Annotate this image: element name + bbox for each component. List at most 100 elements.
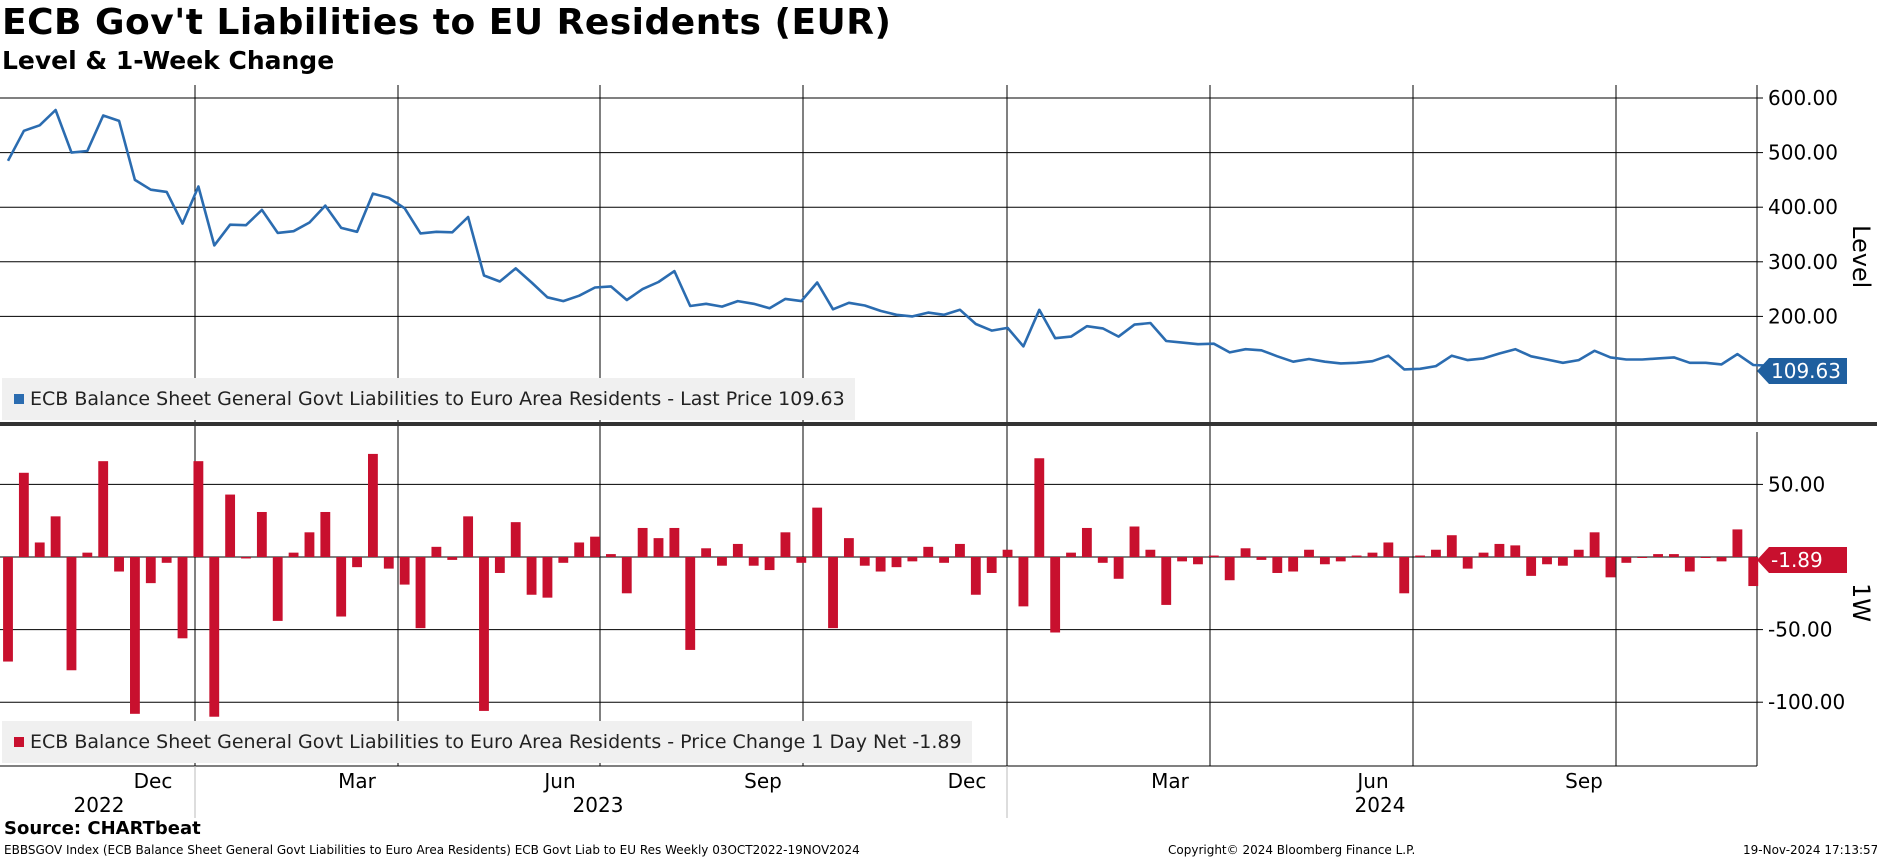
change-bar: [368, 453, 378, 557]
change-bar: [510, 522, 521, 557]
change-bar: [542, 557, 553, 598]
change-bar: [1510, 545, 1521, 557]
change-bar: [241, 557, 251, 559]
change-bar: [1494, 543, 1505, 557]
change-bar: [1177, 557, 1188, 562]
level-line: [6, 108, 1770, 371]
change-bar: [1097, 557, 1108, 563]
change-bar: [1621, 557, 1632, 563]
change-bar: [288, 552, 299, 557]
change-bar: [923, 546, 934, 557]
level-tick-label: 500.00: [1768, 141, 1838, 165]
change-last-value-bg: [1757, 547, 1847, 573]
change-bar: [494, 557, 505, 573]
change-bar: [1700, 557, 1711, 558]
change-bar: [590, 536, 600, 557]
change-bar: [828, 557, 838, 629]
change-bar: [479, 557, 489, 711]
legend-change-swatch: [14, 737, 24, 747]
change-bar: [1304, 549, 1314, 557]
change-bar: [1732, 529, 1743, 557]
change-bar: [685, 557, 696, 650]
change-bar: [209, 557, 220, 717]
change-bar: [891, 557, 902, 568]
change-bar: [447, 557, 458, 560]
change-bar: [1240, 548, 1251, 557]
x-year-label: 2023: [573, 793, 624, 817]
change-bar: [1319, 557, 1330, 565]
change-bar: [939, 557, 950, 563]
x-month-label: Jun: [542, 769, 575, 793]
change-bar: [352, 557, 362, 568]
change-bar: [653, 538, 664, 557]
change-bar: [621, 557, 632, 594]
change-bar: [98, 461, 109, 557]
change-bar: [955, 543, 965, 557]
change-bar: [1669, 554, 1679, 557]
change-bar: [1446, 535, 1457, 557]
index-info: EBBSGOV Index (ECB Balance Sheet General…: [4, 843, 860, 857]
x-month-label: Sep: [744, 769, 782, 793]
change-bar: [1335, 557, 1346, 562]
timestamp: 19-Nov-2024 17:13:57: [1743, 843, 1877, 857]
change-bar: [463, 516, 474, 557]
level-last-value-bg: [1757, 358, 1847, 384]
source-note: Source: CHARTbeat: [4, 818, 201, 839]
level-tick-label: 200.00: [1768, 304, 1838, 328]
level-tick-label: 400.00: [1768, 195, 1838, 219]
change-bar: [986, 557, 997, 573]
change-bar: [637, 527, 648, 557]
change-bar: [875, 557, 886, 572]
change-last-value: -1.89: [1771, 548, 1823, 572]
change-bar: [1066, 552, 1076, 557]
change-bar: [1050, 557, 1061, 633]
change-bar: [336, 557, 347, 617]
change-bar: [812, 507, 823, 557]
change-bar: [1748, 557, 1759, 587]
change-bar: [907, 557, 918, 562]
change-bar: [859, 557, 870, 566]
chart-subtitle: Level & 1-Week Change: [2, 46, 335, 75]
change-bar: [1383, 542, 1394, 557]
change-bar: [1415, 555, 1425, 557]
change-bar: [796, 557, 807, 563]
level-tick-label: 300.00: [1768, 250, 1838, 274]
change-bar: [50, 516, 61, 557]
change-bar: [1431, 549, 1441, 557]
change-bar: [764, 557, 775, 571]
change-bar: [130, 557, 140, 714]
change-bar: [383, 557, 394, 569]
change-axis-title: 1W: [1847, 583, 1875, 622]
change-bar: [1081, 527, 1092, 557]
change-bar: [1542, 557, 1552, 565]
change-bar: [1113, 557, 1124, 579]
legend-change-text: ECB Balance Sheet General Govt Liabiliti…: [30, 731, 962, 753]
change-bar: [3, 557, 13, 662]
x-month-label: Mar: [1151, 769, 1190, 793]
level-axis-title: Level: [1847, 225, 1875, 288]
change-bar: [193, 461, 204, 557]
copyright: Copyright© 2024 Bloomberg Finance L.P.: [1168, 843, 1416, 857]
x-month-label: Mar: [338, 769, 377, 793]
x-month-label: Jun: [1355, 769, 1388, 793]
change-bar: [1256, 557, 1267, 560]
change-bar: [1002, 549, 1013, 557]
level-tick-label: 600.00: [1768, 86, 1838, 110]
x-month-label: Sep: [1565, 769, 1603, 793]
change-bar: [1224, 557, 1235, 581]
change-bar: [1161, 557, 1172, 605]
change-bar: [1018, 557, 1029, 607]
change-bar: [161, 557, 172, 563]
change-bar: [1034, 458, 1045, 557]
chart-title: ECB Gov't Liabilities to EU Residents (E…: [2, 2, 892, 43]
change-bar: [526, 557, 537, 595]
legend-level-swatch: [14, 394, 24, 404]
change-bar: [145, 557, 156, 584]
x-month-label: Dec: [134, 769, 173, 793]
change-bar: [1288, 557, 1299, 572]
change-tick-label: 50.00: [1768, 472, 1825, 496]
change-bar: [843, 538, 854, 557]
change-bar: [717, 557, 727, 566]
change-bar: [1145, 549, 1156, 557]
change-bar: [1129, 526, 1140, 557]
